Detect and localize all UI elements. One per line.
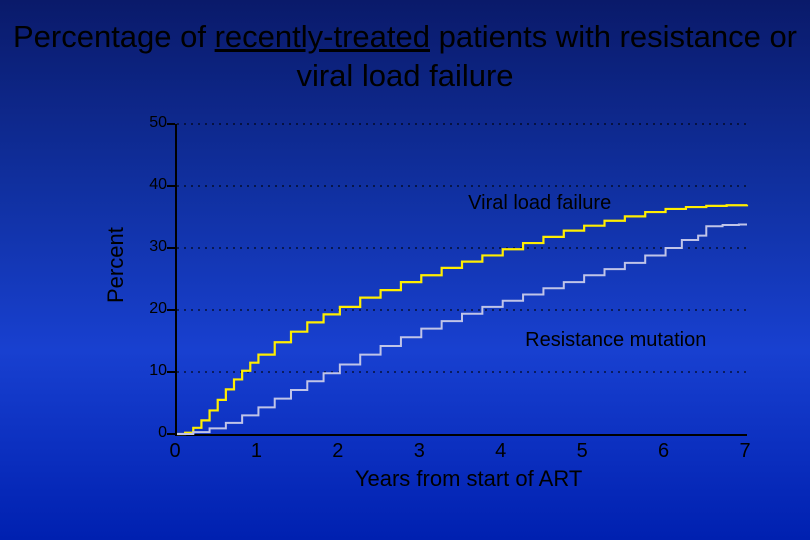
chart-container: Percent Years from start of ART 0 10 20 30 4… <box>55 114 755 514</box>
y-axis-label: Percent <box>103 227 129 303</box>
series-label: Viral load failure <box>468 192 611 215</box>
x-tick-label: 2 <box>318 440 358 463</box>
x-tick-label: 7 <box>725 440 765 463</box>
x-tick-label: 3 <box>399 440 439 463</box>
x-tick-label: 6 <box>644 440 684 463</box>
y-tick-label: 50 <box>127 114 167 132</box>
y-tick-label: 10 <box>127 362 167 380</box>
x-axis-label: Years from start of ART <box>312 466 626 492</box>
x-tick-label: 5 <box>562 440 602 463</box>
y-tick-mark <box>167 123 175 125</box>
x-tick-label: 4 <box>481 440 521 463</box>
y-tick-label: 40 <box>127 176 167 194</box>
y-tick-mark <box>167 371 175 373</box>
title-emph: recently-treated <box>215 19 430 54</box>
title-pre: Percentage of <box>13 19 215 54</box>
series-label: Resistance mutation <box>525 329 706 352</box>
x-tick-label: 0 <box>155 440 195 463</box>
x-tick-label: 1 <box>236 440 276 463</box>
y-tick-label: 30 <box>127 238 167 256</box>
y-tick-mark <box>167 309 175 311</box>
y-tick-mark <box>167 247 175 249</box>
chart-title: Percentage of recently-treated patients … <box>0 0 810 96</box>
plot-area <box>175 124 747 436</box>
y-tick-mark <box>167 433 175 435</box>
plot-svg <box>177 124 747 434</box>
y-tick-label: 20 <box>127 300 167 318</box>
y-tick-mark <box>167 185 175 187</box>
